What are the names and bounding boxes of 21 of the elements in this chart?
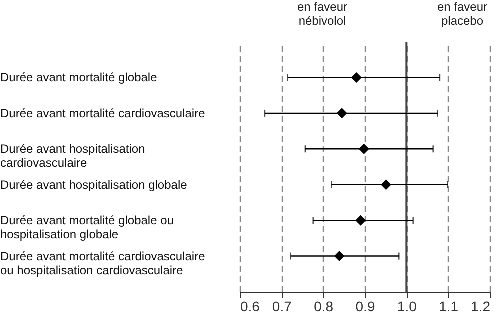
point bbox=[358, 144, 370, 154]
y-tick-label: Durée avant hospitalisation cardiovasculaire bbox=[0, 142, 146, 170]
x-tick-label: 1.2 bbox=[471, 298, 491, 314]
y-tick-label: Durée avant mortalité globale ou hospitalisation globale bbox=[0, 214, 174, 242]
x-tick-label: 0.8 bbox=[314, 298, 334, 314]
x-tick-label: 0.9 bbox=[356, 298, 376, 314]
x-tick-label: 0.6 bbox=[240, 298, 260, 314]
point bbox=[336, 108, 348, 119]
x-tick-label: 1.1 bbox=[439, 298, 459, 314]
y-tick-label: Durée avant mortalité cardiovasculaire bbox=[0, 106, 206, 120]
point bbox=[334, 251, 345, 262]
y-tick-label: Durée avant mortalité cardiovasculaire ou hospitalisation cardiovasculaire bbox=[0, 249, 206, 278]
point bbox=[351, 72, 362, 83]
text: en faveur placebo bbox=[437, 0, 488, 28]
point bbox=[381, 180, 392, 190]
x-tick-label: 1.0 bbox=[397, 298, 418, 314]
y-tick-label: Durée avant mortalité globale bbox=[0, 70, 158, 85]
x-tick-label: 0.7 bbox=[272, 298, 292, 314]
point bbox=[356, 215, 366, 226]
text: en faveur nébivolol bbox=[297, 0, 348, 28]
y-tick-label: Durée avant hospitalisation globale bbox=[0, 178, 188, 192]
